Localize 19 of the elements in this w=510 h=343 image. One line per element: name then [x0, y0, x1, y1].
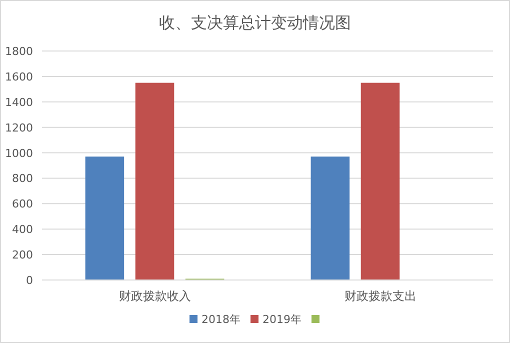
x-tick-label: 财政拨款收入 — [118, 289, 191, 303]
legend-label: 2019年 — [262, 313, 302, 326]
y-tick-label: 600 — [12, 198, 33, 211]
y-tick-label: 1600 — [5, 70, 33, 84]
y-tick-label: 1400 — [5, 96, 33, 109]
bar — [310, 156, 350, 280]
y-tick-label: 400 — [12, 223, 33, 236]
legend-label: 2018年 — [202, 313, 240, 326]
bar — [360, 82, 400, 280]
y-tick-label: 800 — [12, 172, 33, 186]
chart-title: 收、支决算总计变动情况图 — [159, 13, 351, 32]
bar — [135, 82, 174, 280]
y-tick-label: 200 — [12, 248, 33, 262]
y-tick-label: 1800 — [5, 45, 33, 58]
x-tick-label: 财政拨款支出 — [344, 289, 416, 303]
y-tick-label: 1000 — [5, 146, 33, 160]
y-tick-label: 1200 — [5, 121, 33, 134]
bar — [85, 156, 124, 280]
y-tick-label: 0 — [26, 274, 33, 287]
